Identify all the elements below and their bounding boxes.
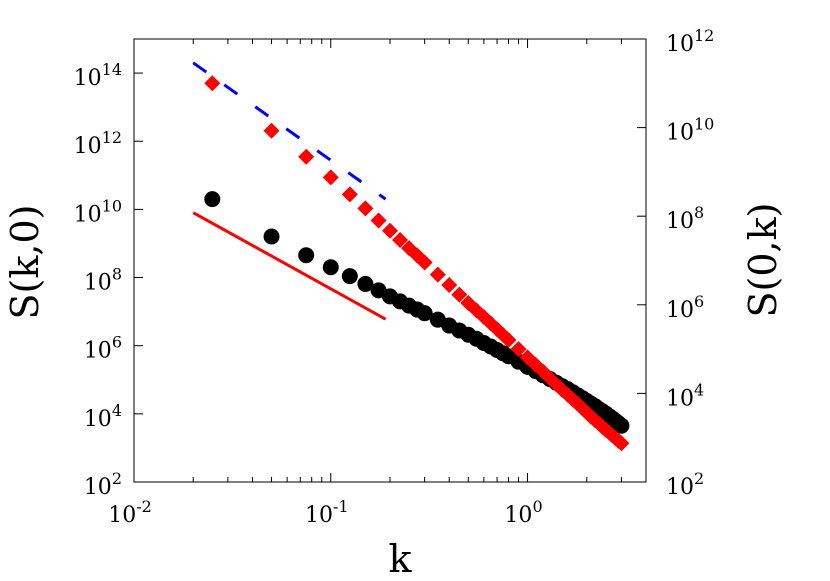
data-point-diamond bbox=[204, 75, 221, 92]
data-point-diamond bbox=[341, 186, 358, 203]
y-tick-label-left: 108 bbox=[84, 265, 122, 296]
plot-frame bbox=[133, 38, 647, 483]
axis-ticks: 10-2 10-1 100 102 104 106 108 1010 1012 1014 102 10… bbox=[74, 26, 715, 528]
data-point-circle bbox=[298, 247, 315, 264]
x-tick-label: 100 bbox=[504, 497, 542, 528]
y-tick-label-right: 102 bbox=[666, 469, 704, 500]
data-point-circle bbox=[322, 259, 339, 276]
x-tick-label: 10-2 bbox=[108, 497, 152, 528]
data-point-circle bbox=[416, 305, 433, 322]
data-point-circle bbox=[263, 228, 280, 245]
chart-marks bbox=[192, 61, 630, 452]
data-point-diamond bbox=[429, 266, 446, 283]
y-tick-label-left: 104 bbox=[84, 401, 122, 432]
data-point-circle bbox=[357, 275, 374, 292]
data-point-diamond bbox=[382, 222, 398, 239]
data-point-diamond bbox=[451, 286, 468, 303]
y-tick-label-right: 104 bbox=[666, 380, 704, 411]
y-tick-label-right: 1012 bbox=[666, 26, 714, 57]
data-point-circle bbox=[341, 268, 358, 285]
y-tick-label-left: 1012 bbox=[74, 128, 122, 159]
data-point-diamond bbox=[613, 435, 630, 452]
data-point-diamond bbox=[441, 276, 458, 293]
data-point-diamond bbox=[416, 254, 433, 271]
y-tick-label-left: 102 bbox=[84, 469, 122, 500]
data-point-diamond bbox=[392, 232, 409, 249]
y-tick-label-right: 1010 bbox=[666, 115, 714, 146]
x-tick-label: 10-1 bbox=[305, 497, 349, 528]
data-point-diamond bbox=[263, 122, 280, 139]
data-point-circle bbox=[204, 191, 221, 208]
y-tick-label-left: 1014 bbox=[74, 60, 122, 91]
data-point-diamond bbox=[357, 200, 374, 217]
data-point-circle bbox=[613, 417, 630, 434]
data-point-diamond bbox=[298, 148, 315, 165]
reference-line-solid bbox=[192, 211, 387, 321]
y-tick-label-left: 106 bbox=[84, 333, 122, 364]
y-axis-label-right: S(0,k) bbox=[741, 203, 785, 318]
y-tick-label-right: 106 bbox=[666, 292, 704, 323]
y-tick-label-right: 108 bbox=[666, 203, 704, 234]
reference-line-dashed bbox=[192, 61, 387, 201]
x-axis-label: k bbox=[388, 537, 412, 581]
y-tick-label-left: 1010 bbox=[74, 196, 122, 227]
data-point-diamond bbox=[500, 332, 517, 349]
data-point-diamond bbox=[510, 341, 527, 358]
data-point-diamond bbox=[370, 212, 387, 229]
y-axis-label-left: S(k,0) bbox=[3, 205, 47, 320]
data-point-diamond bbox=[322, 169, 339, 186]
